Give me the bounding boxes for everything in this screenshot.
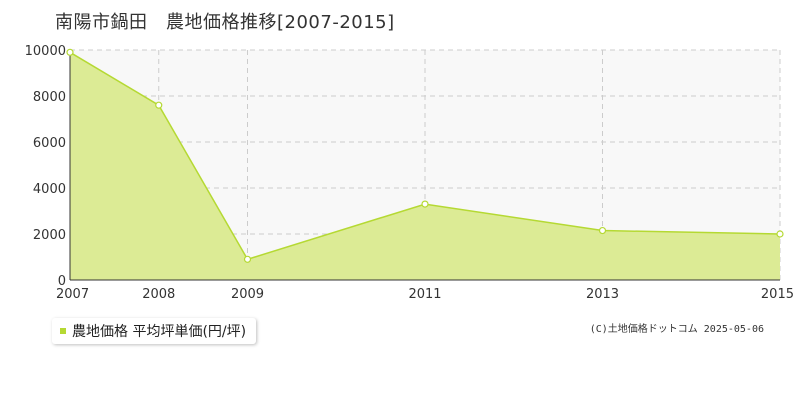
x-tick-label: 2008 — [142, 287, 175, 302]
data-point — [776, 230, 784, 238]
data-point — [421, 200, 429, 208]
y-tick-label: 2000 — [33, 228, 66, 243]
x-tick-label: 2007 — [56, 287, 89, 302]
legend-label: 農地価格 平均坪単価(円/坪) — [72, 324, 247, 340]
y-tick-label: 4000 — [33, 182, 66, 197]
y-tick-label: 6000 — [33, 136, 66, 151]
y-tick-label: 0 — [58, 274, 66, 289]
x-tick-labels: 2007 2008 2009 2011 2013 2015 — [56, 287, 794, 302]
data-point — [243, 255, 252, 263]
x-tick-label: 2013 — [586, 287, 619, 302]
chart-title: 南陽市鍋田 農地価格推移[2007-2015] — [55, 12, 395, 33]
legend: 農地価格 平均坪単価(円/坪) — [52, 318, 257, 344]
axes — [69, 50, 780, 281]
y-tick-label: 8000 — [33, 90, 66, 105]
y-tick-label: 10000 — [25, 44, 66, 59]
legend-swatch — [60, 328, 66, 334]
series-area — [70, 52, 780, 280]
data-point — [155, 101, 163, 109]
series-line — [69, 51, 781, 261]
x-tick-label: 2011 — [408, 287, 441, 302]
data-point — [598, 226, 607, 235]
x-tick-label: 2015 — [761, 287, 794, 302]
x-tick-label: 2009 — [231, 287, 264, 302]
data-markers — [66, 48, 784, 263]
credit-text: (C)土地価格ドットコム 2025-05-06 — [589, 324, 764, 335]
data-point — [66, 48, 74, 56]
y-tick-labels: 0 2000 4000 6000 8000 10000 — [25, 44, 66, 289]
